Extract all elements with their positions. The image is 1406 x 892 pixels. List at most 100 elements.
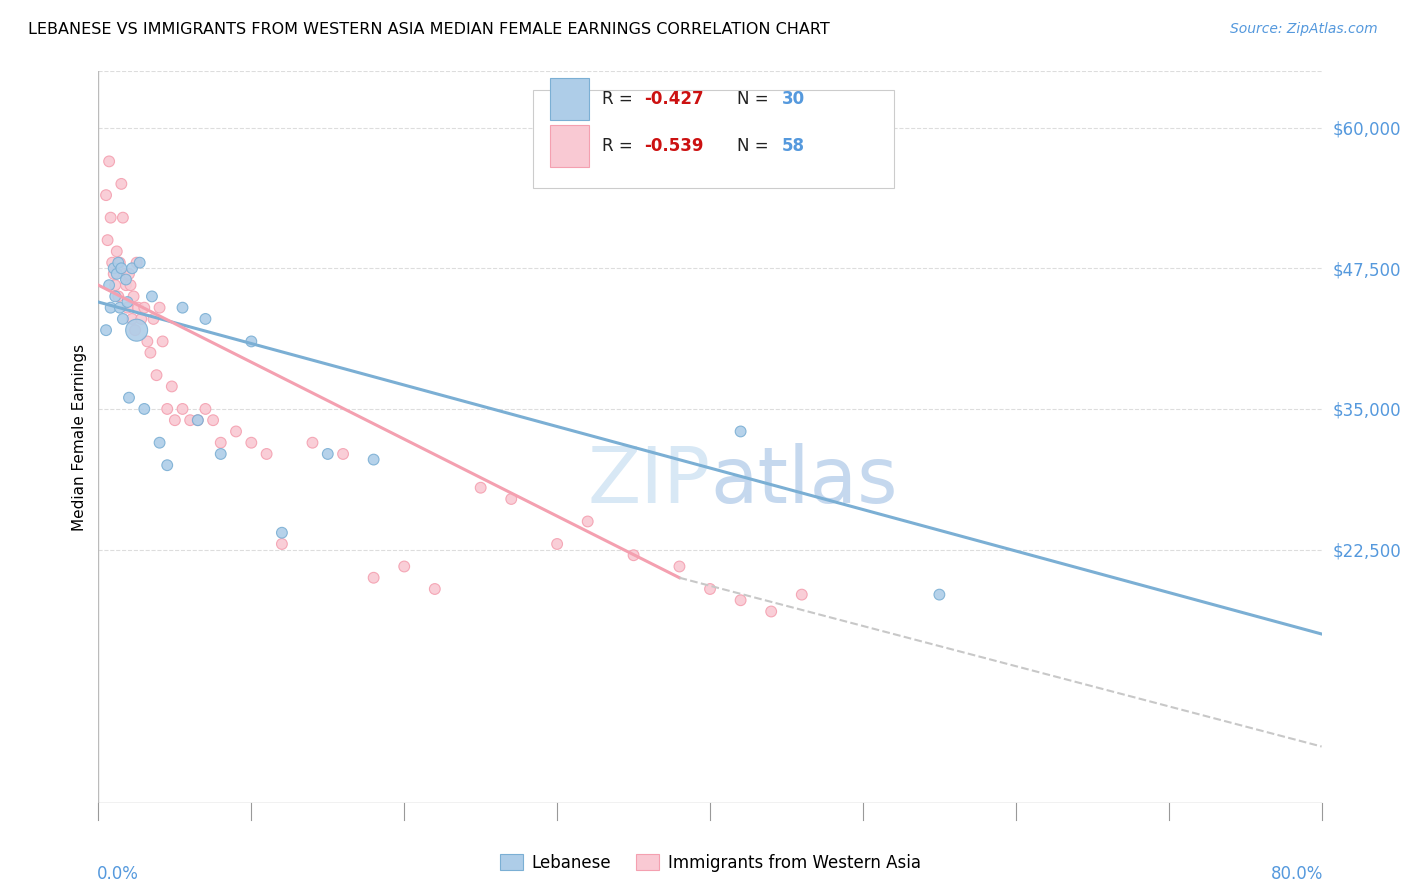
Point bbox=[136, 334, 159, 349]
Point bbox=[105, 244, 128, 259]
Point bbox=[179, 413, 201, 427]
Point bbox=[141, 289, 163, 303]
Point bbox=[730, 425, 752, 439]
Point bbox=[332, 447, 354, 461]
Point bbox=[163, 413, 186, 427]
Point bbox=[139, 345, 162, 359]
Point bbox=[117, 301, 139, 315]
Text: LEBANESE VS IMMIGRANTS FROM WESTERN ASIA MEDIAN FEMALE EARNINGS CORRELATION CHAR: LEBANESE VS IMMIGRANTS FROM WESTERN ASIA… bbox=[28, 22, 830, 37]
Point bbox=[122, 289, 145, 303]
Point bbox=[121, 261, 143, 276]
Point bbox=[194, 312, 217, 326]
Point bbox=[118, 267, 141, 281]
Text: N =: N = bbox=[737, 137, 773, 155]
Text: ZIP: ZIP bbox=[588, 443, 710, 519]
Text: 30: 30 bbox=[782, 90, 806, 108]
Point bbox=[134, 301, 156, 315]
Point bbox=[668, 559, 690, 574]
Point bbox=[121, 312, 143, 326]
Text: -0.427: -0.427 bbox=[644, 90, 703, 108]
Point bbox=[124, 323, 146, 337]
Point bbox=[156, 401, 179, 416]
Point bbox=[145, 368, 167, 383]
Point bbox=[363, 571, 385, 585]
Text: R =: R = bbox=[602, 90, 638, 108]
Text: N =: N = bbox=[737, 90, 773, 108]
Point bbox=[111, 211, 134, 225]
Point bbox=[470, 481, 492, 495]
Legend: Lebanese, Immigrants from Western Asia: Lebanese, Immigrants from Western Asia bbox=[494, 847, 927, 879]
Text: 0.0%: 0.0% bbox=[97, 864, 139, 883]
Point bbox=[103, 267, 125, 281]
Point bbox=[699, 582, 721, 596]
Point bbox=[156, 458, 179, 473]
Point bbox=[270, 525, 292, 540]
Point bbox=[194, 401, 217, 416]
Point bbox=[423, 582, 446, 596]
Text: R =: R = bbox=[602, 137, 638, 155]
Point bbox=[115, 272, 138, 286]
Point bbox=[576, 515, 599, 529]
Point bbox=[209, 435, 232, 450]
Point bbox=[501, 491, 523, 506]
Point bbox=[118, 391, 141, 405]
Point bbox=[110, 261, 132, 276]
Text: atlas: atlas bbox=[710, 443, 897, 519]
Point bbox=[202, 413, 225, 427]
Point bbox=[115, 278, 138, 293]
Point bbox=[98, 278, 121, 293]
Point bbox=[104, 289, 127, 303]
Point bbox=[100, 211, 122, 225]
Point bbox=[107, 255, 129, 269]
Point bbox=[301, 435, 323, 450]
Point bbox=[98, 154, 121, 169]
Text: 80.0%: 80.0% bbox=[1271, 864, 1323, 883]
Point bbox=[134, 401, 156, 416]
Point bbox=[105, 267, 128, 281]
Point bbox=[107, 289, 129, 303]
Point bbox=[209, 447, 232, 461]
Point bbox=[172, 301, 194, 315]
Point bbox=[104, 278, 127, 293]
FancyBboxPatch shape bbox=[550, 126, 589, 167]
Point bbox=[111, 312, 134, 326]
Point bbox=[623, 548, 645, 562]
Point bbox=[187, 413, 209, 427]
Point bbox=[149, 301, 172, 315]
Point bbox=[546, 537, 568, 551]
Point bbox=[759, 605, 782, 619]
Point bbox=[108, 301, 131, 315]
Text: Source: ZipAtlas.com: Source: ZipAtlas.com bbox=[1230, 22, 1378, 37]
Point bbox=[94, 188, 117, 202]
Point bbox=[125, 323, 148, 337]
Text: 58: 58 bbox=[782, 137, 806, 155]
Point bbox=[270, 537, 292, 551]
Point bbox=[149, 435, 172, 450]
Point bbox=[120, 278, 142, 293]
Point bbox=[94, 323, 117, 337]
Point bbox=[110, 177, 132, 191]
Point bbox=[392, 559, 416, 574]
Point bbox=[129, 312, 152, 326]
Point bbox=[125, 255, 148, 269]
Point bbox=[101, 255, 124, 269]
Point bbox=[172, 401, 194, 416]
Point bbox=[117, 295, 139, 310]
Point bbox=[790, 588, 813, 602]
Point bbox=[928, 588, 950, 602]
Point bbox=[187, 413, 209, 427]
Point bbox=[108, 255, 131, 269]
Point bbox=[97, 233, 120, 247]
Point bbox=[152, 334, 174, 349]
Point bbox=[112, 267, 135, 281]
Point bbox=[240, 435, 263, 450]
Point bbox=[160, 379, 183, 393]
Point bbox=[225, 425, 247, 439]
FancyBboxPatch shape bbox=[550, 78, 589, 120]
Point bbox=[128, 255, 150, 269]
Point bbox=[100, 301, 122, 315]
Y-axis label: Median Female Earnings: Median Female Earnings bbox=[72, 343, 87, 531]
Point bbox=[363, 452, 385, 467]
Point bbox=[730, 593, 752, 607]
FancyBboxPatch shape bbox=[533, 90, 893, 188]
